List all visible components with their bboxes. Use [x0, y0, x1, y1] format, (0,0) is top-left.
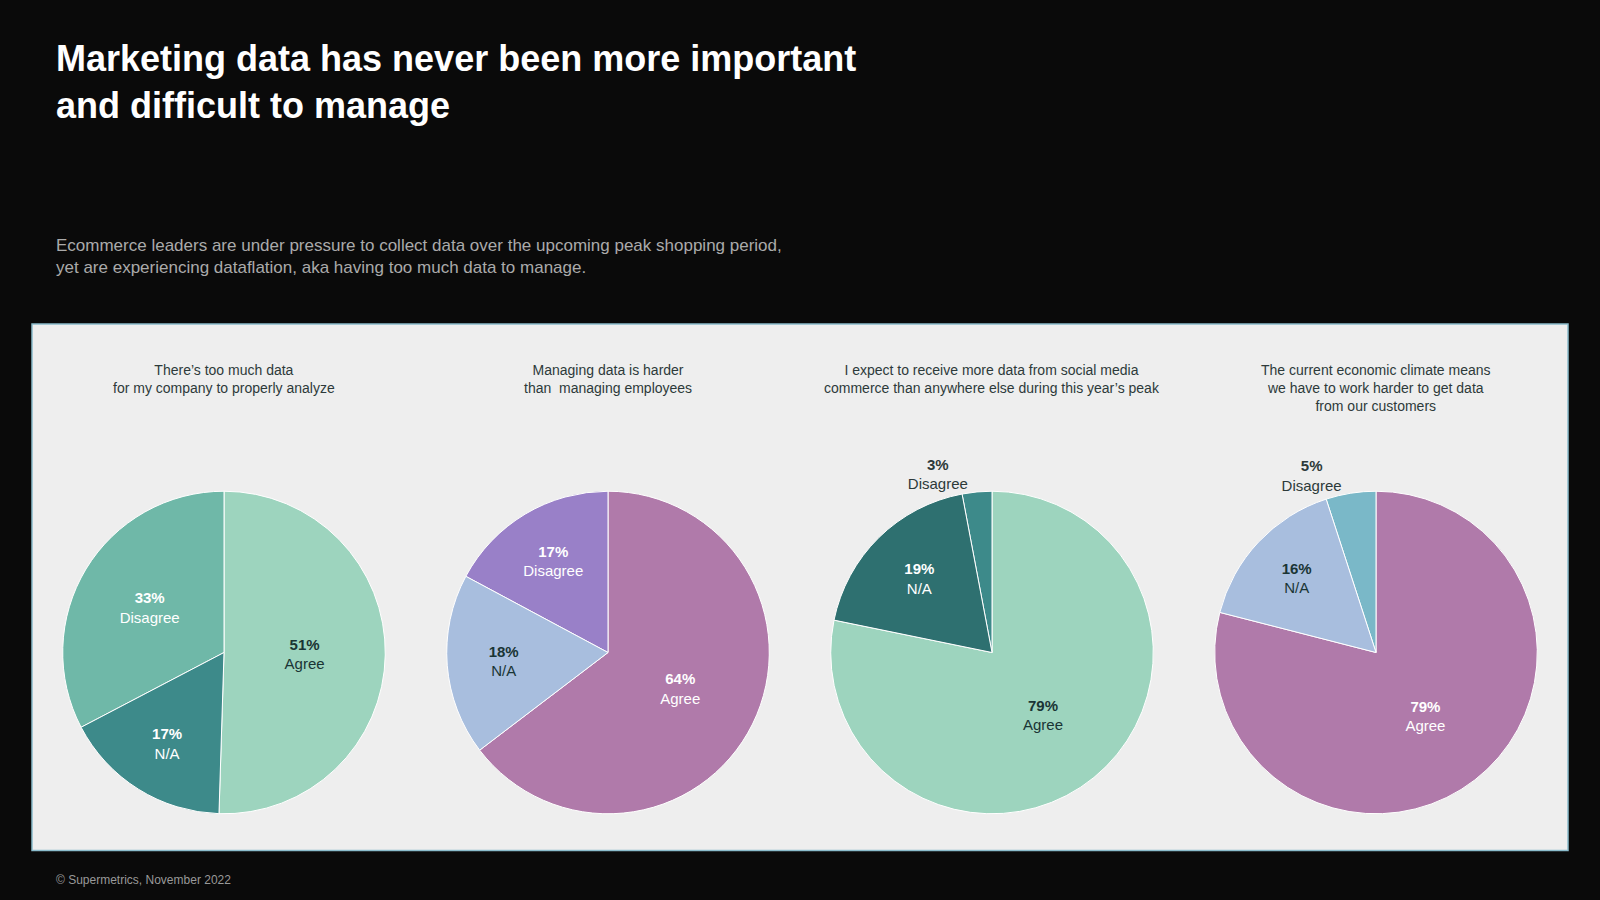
svg-text:79%Agree: 79%Agree [1023, 697, 1063, 734]
svg-text:Ecommerce leaders are under pr: Ecommerce leaders are under pressure to … [56, 236, 782, 277]
svg-text:79%Agree: 79%Agree [1405, 698, 1445, 735]
svg-text:5%Disagree: 5%Disagree [1282, 457, 1342, 494]
svg-text:51%Agree: 51%Agree [285, 636, 325, 673]
svg-text:3%Disagree: 3%Disagree [908, 456, 968, 493]
svg-text:17%N/A: 17%N/A [152, 725, 182, 762]
svg-text:19%N/A: 19%N/A [904, 560, 934, 597]
svg-text:© Supermetrics, November 2022: © Supermetrics, November 2022 [56, 873, 231, 887]
svg-text:33%Disagree: 33%Disagree [120, 589, 180, 626]
svg-text:18%N/A: 18%N/A [489, 643, 519, 680]
svg-text:There’s too much datafor my co: There’s too much datafor my company to p… [113, 362, 335, 396]
svg-text:64%Agree: 64%Agree [660, 670, 700, 707]
svg-text:The current economic climate m: The current economic climate meanswe hav… [1261, 362, 1491, 414]
svg-text:16%N/A: 16%N/A [1282, 560, 1312, 597]
svg-text:Managing data is harderthan m: Managing data is harderthan managing emp… [524, 362, 692, 396]
svg-text:Marketing data has never been: Marketing data has never been more impor… [56, 38, 856, 126]
svg-text:I expect to receive more data: I expect to receive more data from socia… [824, 362, 1160, 396]
svg-text:17%Disagree: 17%Disagree [523, 543, 583, 580]
